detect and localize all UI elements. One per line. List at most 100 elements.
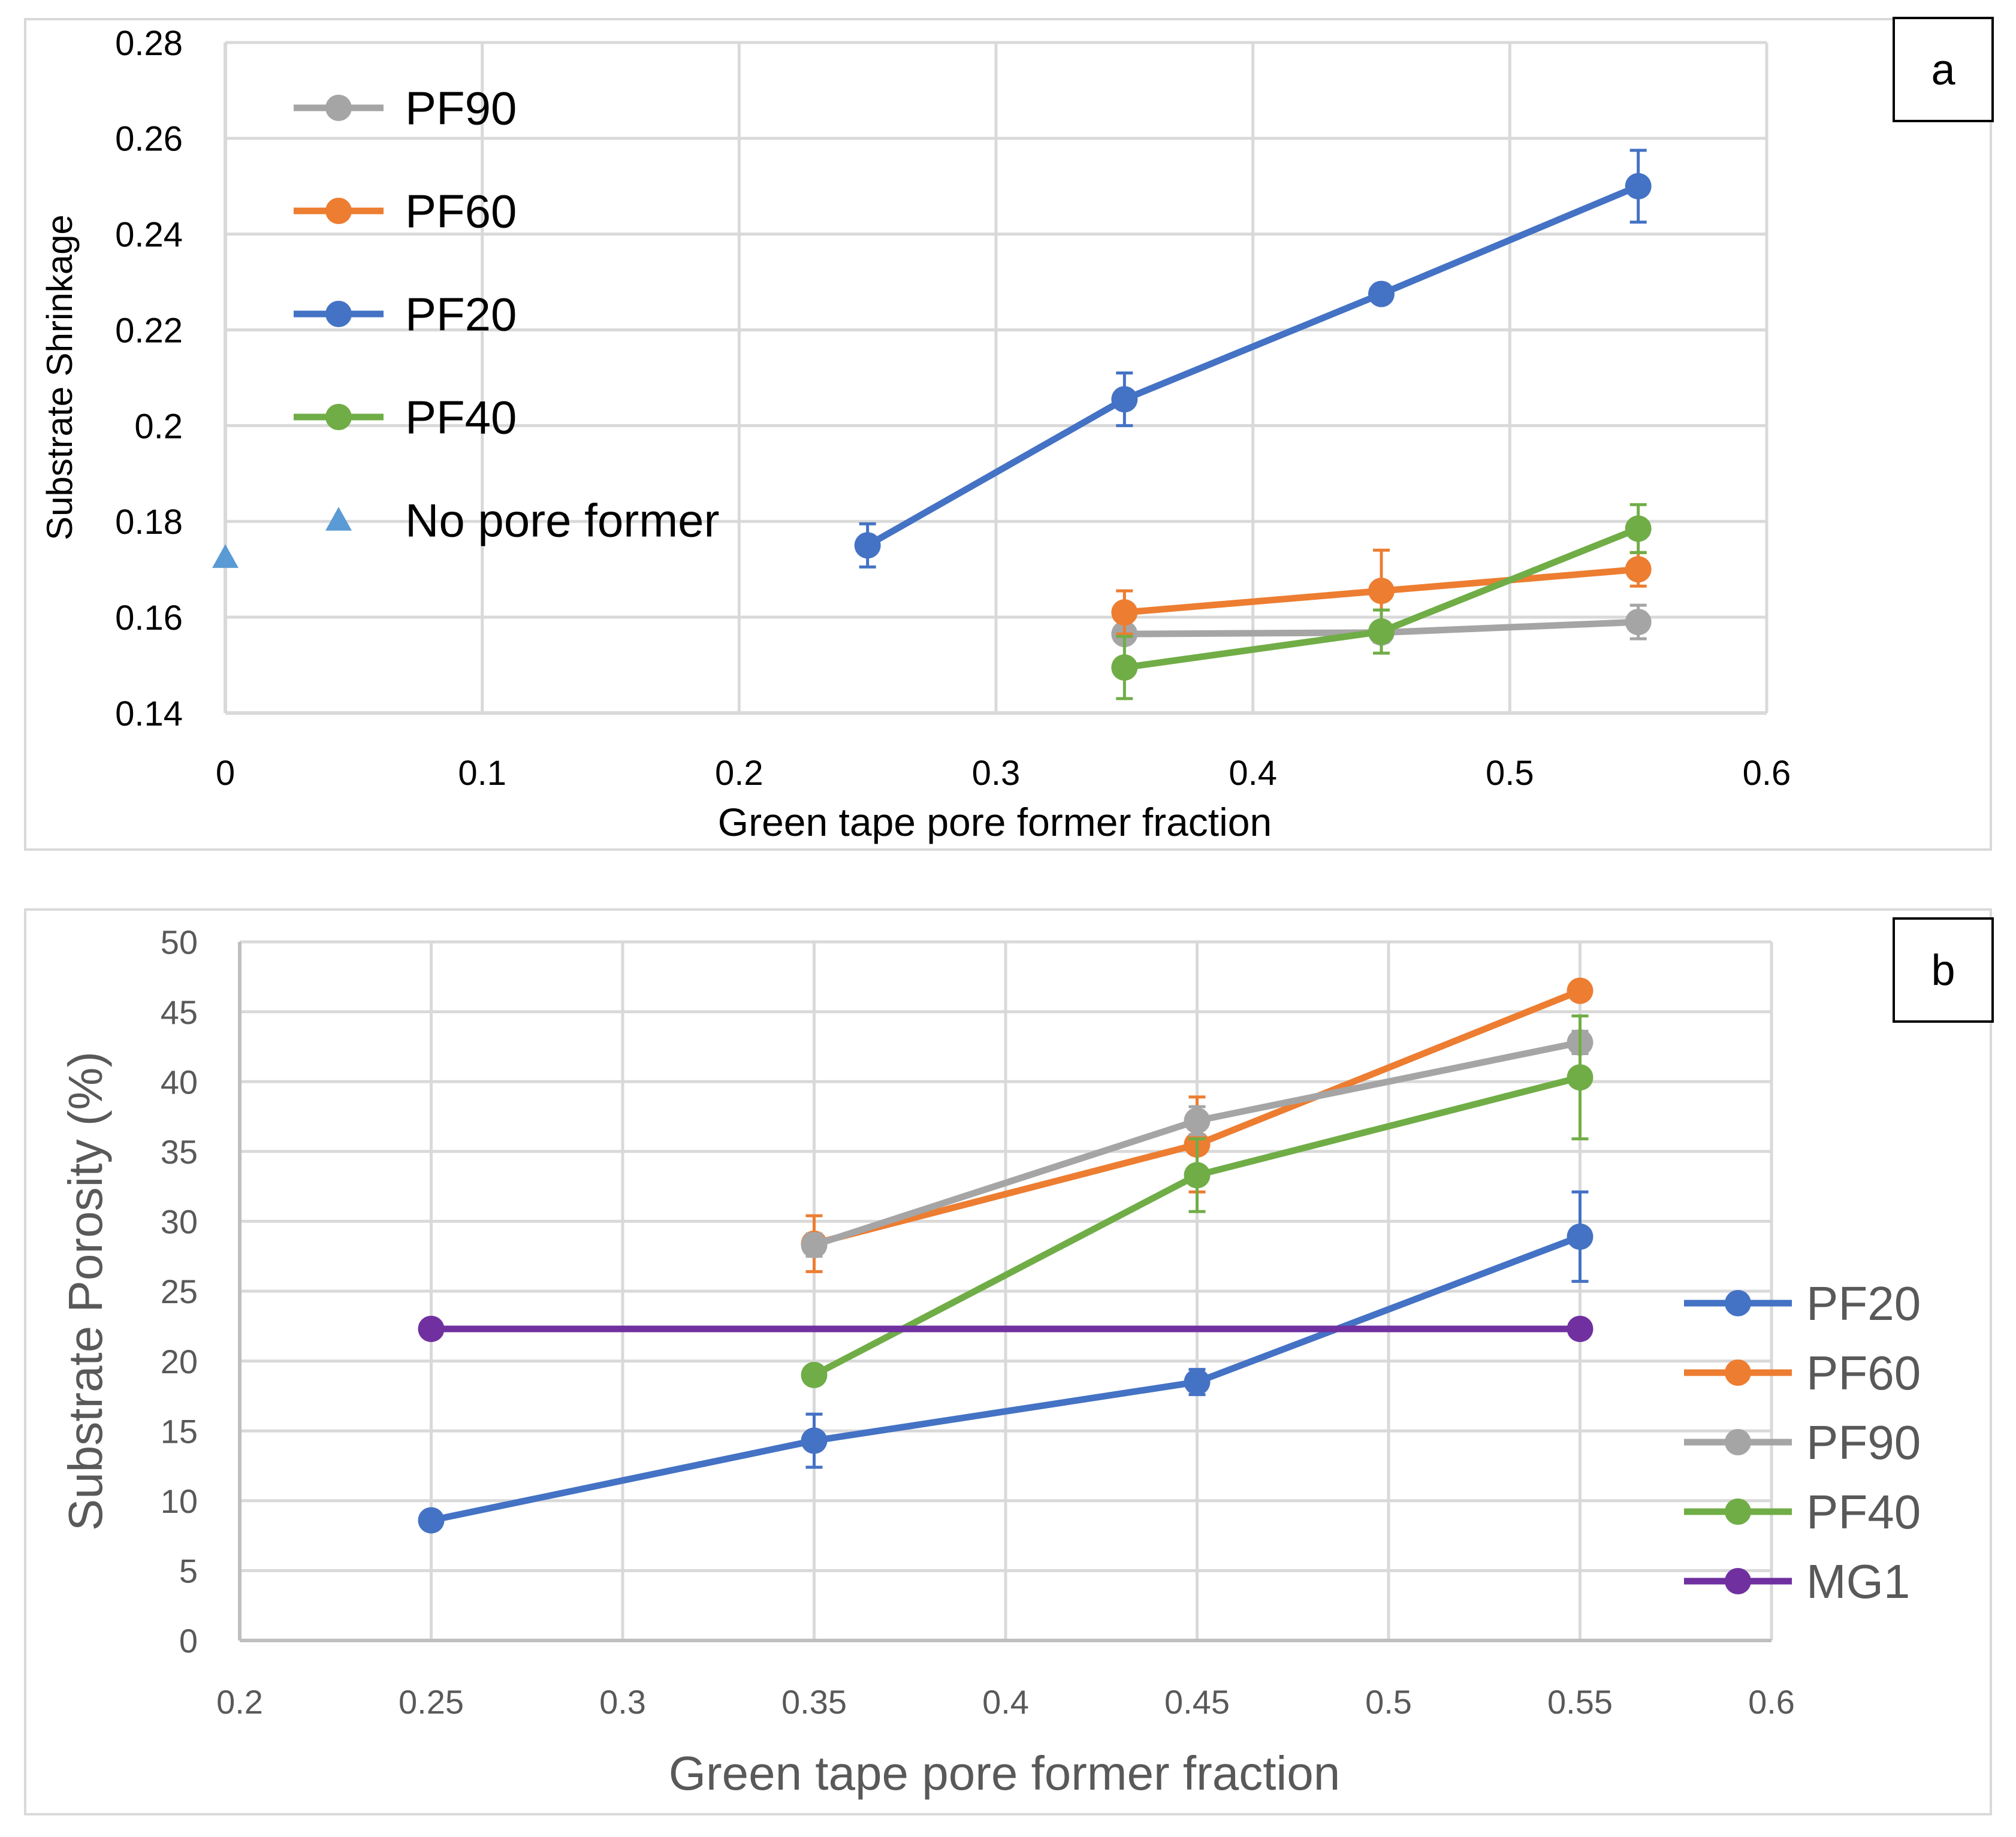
y-tick-label: 25	[161, 1273, 198, 1310]
data-point	[418, 1315, 445, 1342]
data-point	[1184, 1162, 1211, 1189]
y-axis-label: Substrate Shrinkage	[40, 214, 80, 540]
legend-label: PF90	[405, 81, 517, 134]
legend-marker	[1725, 1290, 1751, 1316]
data-point	[1111, 654, 1138, 681]
legend-label: PF60	[405, 185, 517, 237]
panel-label: b	[1931, 947, 1955, 995]
legend-label: PF90	[1806, 1416, 1921, 1469]
legend-label: No pore former	[405, 494, 720, 546]
series-line	[865, 183, 1640, 549]
x-tick-label: 0.2	[216, 1683, 263, 1721]
data-point	[1111, 599, 1138, 626]
data-point	[1625, 173, 1652, 200]
data-point	[801, 1361, 828, 1388]
x-tick-label: 0.5	[1486, 754, 1534, 793]
data-point	[1625, 515, 1652, 542]
data-point	[1111, 386, 1138, 413]
y-tick-label: 35	[161, 1133, 198, 1171]
y-tick-label: 0.16	[115, 599, 183, 637]
series-pf60	[1111, 548, 1652, 636]
x-tick-label: 0.35	[781, 1683, 847, 1721]
legend-marker	[325, 507, 352, 531]
series-mg1	[418, 1315, 1594, 1342]
data-point	[1625, 556, 1652, 583]
y-tick-label: 0.26	[115, 120, 183, 159]
series-pf20	[854, 149, 1652, 569]
y-tick-label: 50	[161, 923, 198, 961]
series-pf40	[801, 1014, 1594, 1388]
y-tick-label: 45	[161, 993, 198, 1031]
x-axis-label: Green tape pore former fraction	[669, 1747, 1341, 1800]
legend-label: PF20	[405, 288, 517, 340]
x-axis-label: Green tape pore former fraction	[718, 800, 1272, 844]
legend-marker	[1725, 1429, 1751, 1455]
legend-label: MG1	[1806, 1555, 1910, 1608]
legend-label: PF60	[1806, 1346, 1921, 1400]
x-tick-label: 0.3	[972, 754, 1021, 793]
y-axis-label: Substrate Porosity (%)	[59, 1052, 112, 1531]
chart-b: 0.2 0.25 0.3 0.35 0.4 0.45 0.5 0.55 0.6 0 5 10 15 20 2…	[59, 917, 1994, 1800]
legend-marker	[325, 198, 352, 224]
legend: PF20 PF60 PF90 PF40 MG1	[1684, 1277, 1921, 1608]
x-tick-label: 0.4	[1229, 754, 1277, 793]
data-point	[1184, 1107, 1211, 1134]
y-tick-label: 0.18	[115, 503, 183, 542]
data-point	[1625, 609, 1652, 636]
legend-marker	[1725, 1498, 1751, 1525]
legend: PF90 PF60 PF20 PF40 No pore former	[294, 81, 720, 546]
x-tick-label: 0.3	[599, 1683, 646, 1721]
data-point	[1567, 1223, 1594, 1250]
x-tick-label: 0.4	[982, 1683, 1029, 1721]
data-point	[1368, 618, 1395, 645]
y-tick-label: 0.28	[115, 24, 183, 63]
data-point	[1368, 578, 1395, 605]
data-point	[1368, 280, 1395, 307]
legend-marker	[325, 95, 352, 121]
y-tick-label: 5	[179, 1552, 198, 1590]
series-pf40	[1111, 503, 1652, 700]
y-tick-label: 0.24	[115, 216, 183, 255]
series-line	[430, 1233, 1582, 1524]
x-tick-label: 0.5	[1365, 1683, 1412, 1721]
legend-label: PF40	[1806, 1485, 1921, 1539]
chart-a: 0 0.1 0.2 0.3 0.4 0.5 0.6 0.14 0.16 0.18 0.2 0.22 0.…	[40, 17, 1994, 844]
y-tick-label: 0	[179, 1622, 198, 1660]
y-tick-label: 10	[161, 1482, 198, 1520]
series-no-pore-former	[212, 544, 239, 568]
panel-label-box	[1893, 917, 1994, 1023]
y-tick-label: 15	[161, 1412, 198, 1450]
x-tick-label: 0	[216, 754, 235, 793]
data-point	[1184, 1368, 1211, 1395]
legend-label: PF40	[405, 391, 517, 443]
legend-marker	[1725, 1568, 1751, 1594]
data-point	[212, 544, 239, 568]
data-point	[854, 532, 881, 559]
y-tick-label: 0.2	[134, 407, 183, 446]
data-point	[1567, 1064, 1594, 1091]
panel-label-box	[1893, 17, 1994, 122]
x-tick-label: 0.1	[458, 754, 506, 793]
data-point	[1567, 977, 1594, 1004]
y-tick-label: 0.14	[115, 694, 183, 733]
x-tick-label: 0.55	[1547, 1683, 1613, 1721]
data-point	[801, 1427, 828, 1454]
x-tick-label: 0.6	[1743, 754, 1791, 793]
y-tick-label: 30	[161, 1203, 198, 1241]
y-tick-label: 40	[161, 1063, 198, 1101]
series-pf20	[418, 1190, 1594, 1534]
data-point	[1567, 1315, 1594, 1342]
x-tick-label: 0.25	[399, 1683, 464, 1721]
panel-label: a	[1931, 46, 1955, 94]
x-tick-label: 0.45	[1164, 1683, 1230, 1721]
x-tick-label: 0.6	[1748, 1683, 1795, 1721]
data-point	[418, 1507, 445, 1534]
legend-label: PF20	[1806, 1277, 1921, 1330]
legend-marker	[325, 301, 352, 327]
x-tick-label: 0.2	[715, 754, 763, 793]
data-point	[801, 1232, 828, 1259]
legend-marker	[1725, 1359, 1751, 1386]
y-tick-label: 20	[161, 1343, 198, 1380]
legend-marker	[325, 404, 352, 430]
